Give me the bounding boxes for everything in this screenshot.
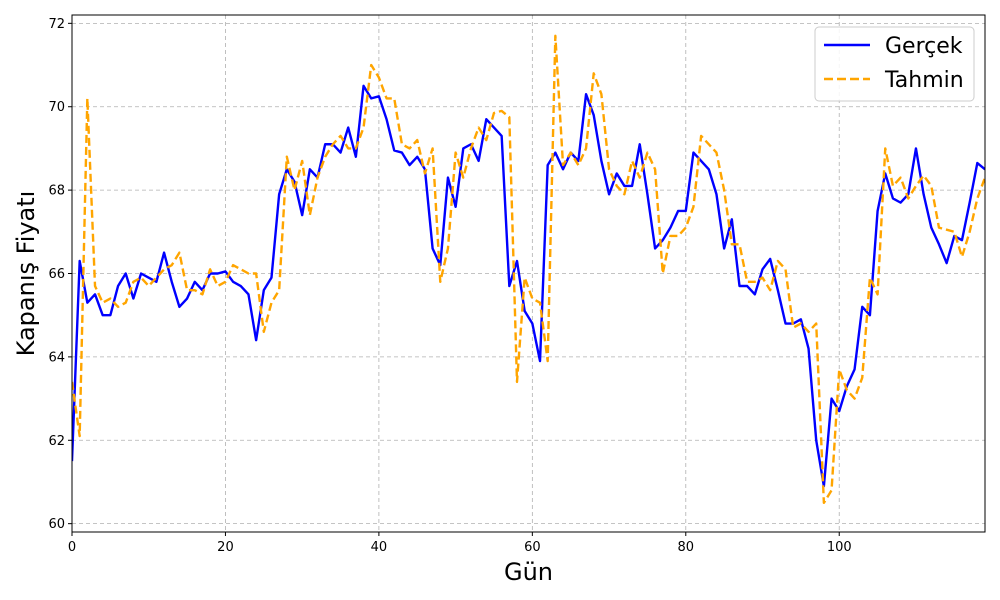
y-tick-label: 68 [48, 184, 65, 199]
x-tick-label: 40 [371, 540, 388, 555]
y-tick-label: 62 [48, 434, 65, 449]
series-line-tahmin [72, 34, 985, 505]
y-tick-label: 60 [48, 517, 65, 532]
y-axis-label: Kapanış Fiyatı [12, 191, 40, 357]
y-tick-label: 64 [48, 350, 65, 365]
series-line-gercek [72, 84, 985, 488]
y-tick-label: 70 [48, 100, 65, 115]
y-axis-ticks: 60 62 64 66 68 70 72 [48, 17, 72, 532]
x-tick-label: 80 [678, 540, 695, 555]
y-tick-label: 72 [48, 17, 65, 32]
x-tick-label: 0 [68, 540, 76, 555]
legend-label-tahmin: Tahmin [884, 68, 964, 93]
x-tick-label: 100 [827, 540, 852, 555]
y-tick-label: 66 [48, 267, 65, 282]
legend: Gerçek Tahmin [814, 26, 975, 102]
grid [71, 15, 985, 532]
x-tick-label: 60 [524, 540, 541, 555]
x-tick-label: 20 [217, 540, 234, 555]
x-axis-label: Gün [504, 558, 553, 586]
x-axis-ticks: 0 20 40 60 80 100 [68, 532, 852, 555]
legend-label-gercek: Gerçek [885, 34, 963, 59]
series-lines [72, 34, 985, 505]
